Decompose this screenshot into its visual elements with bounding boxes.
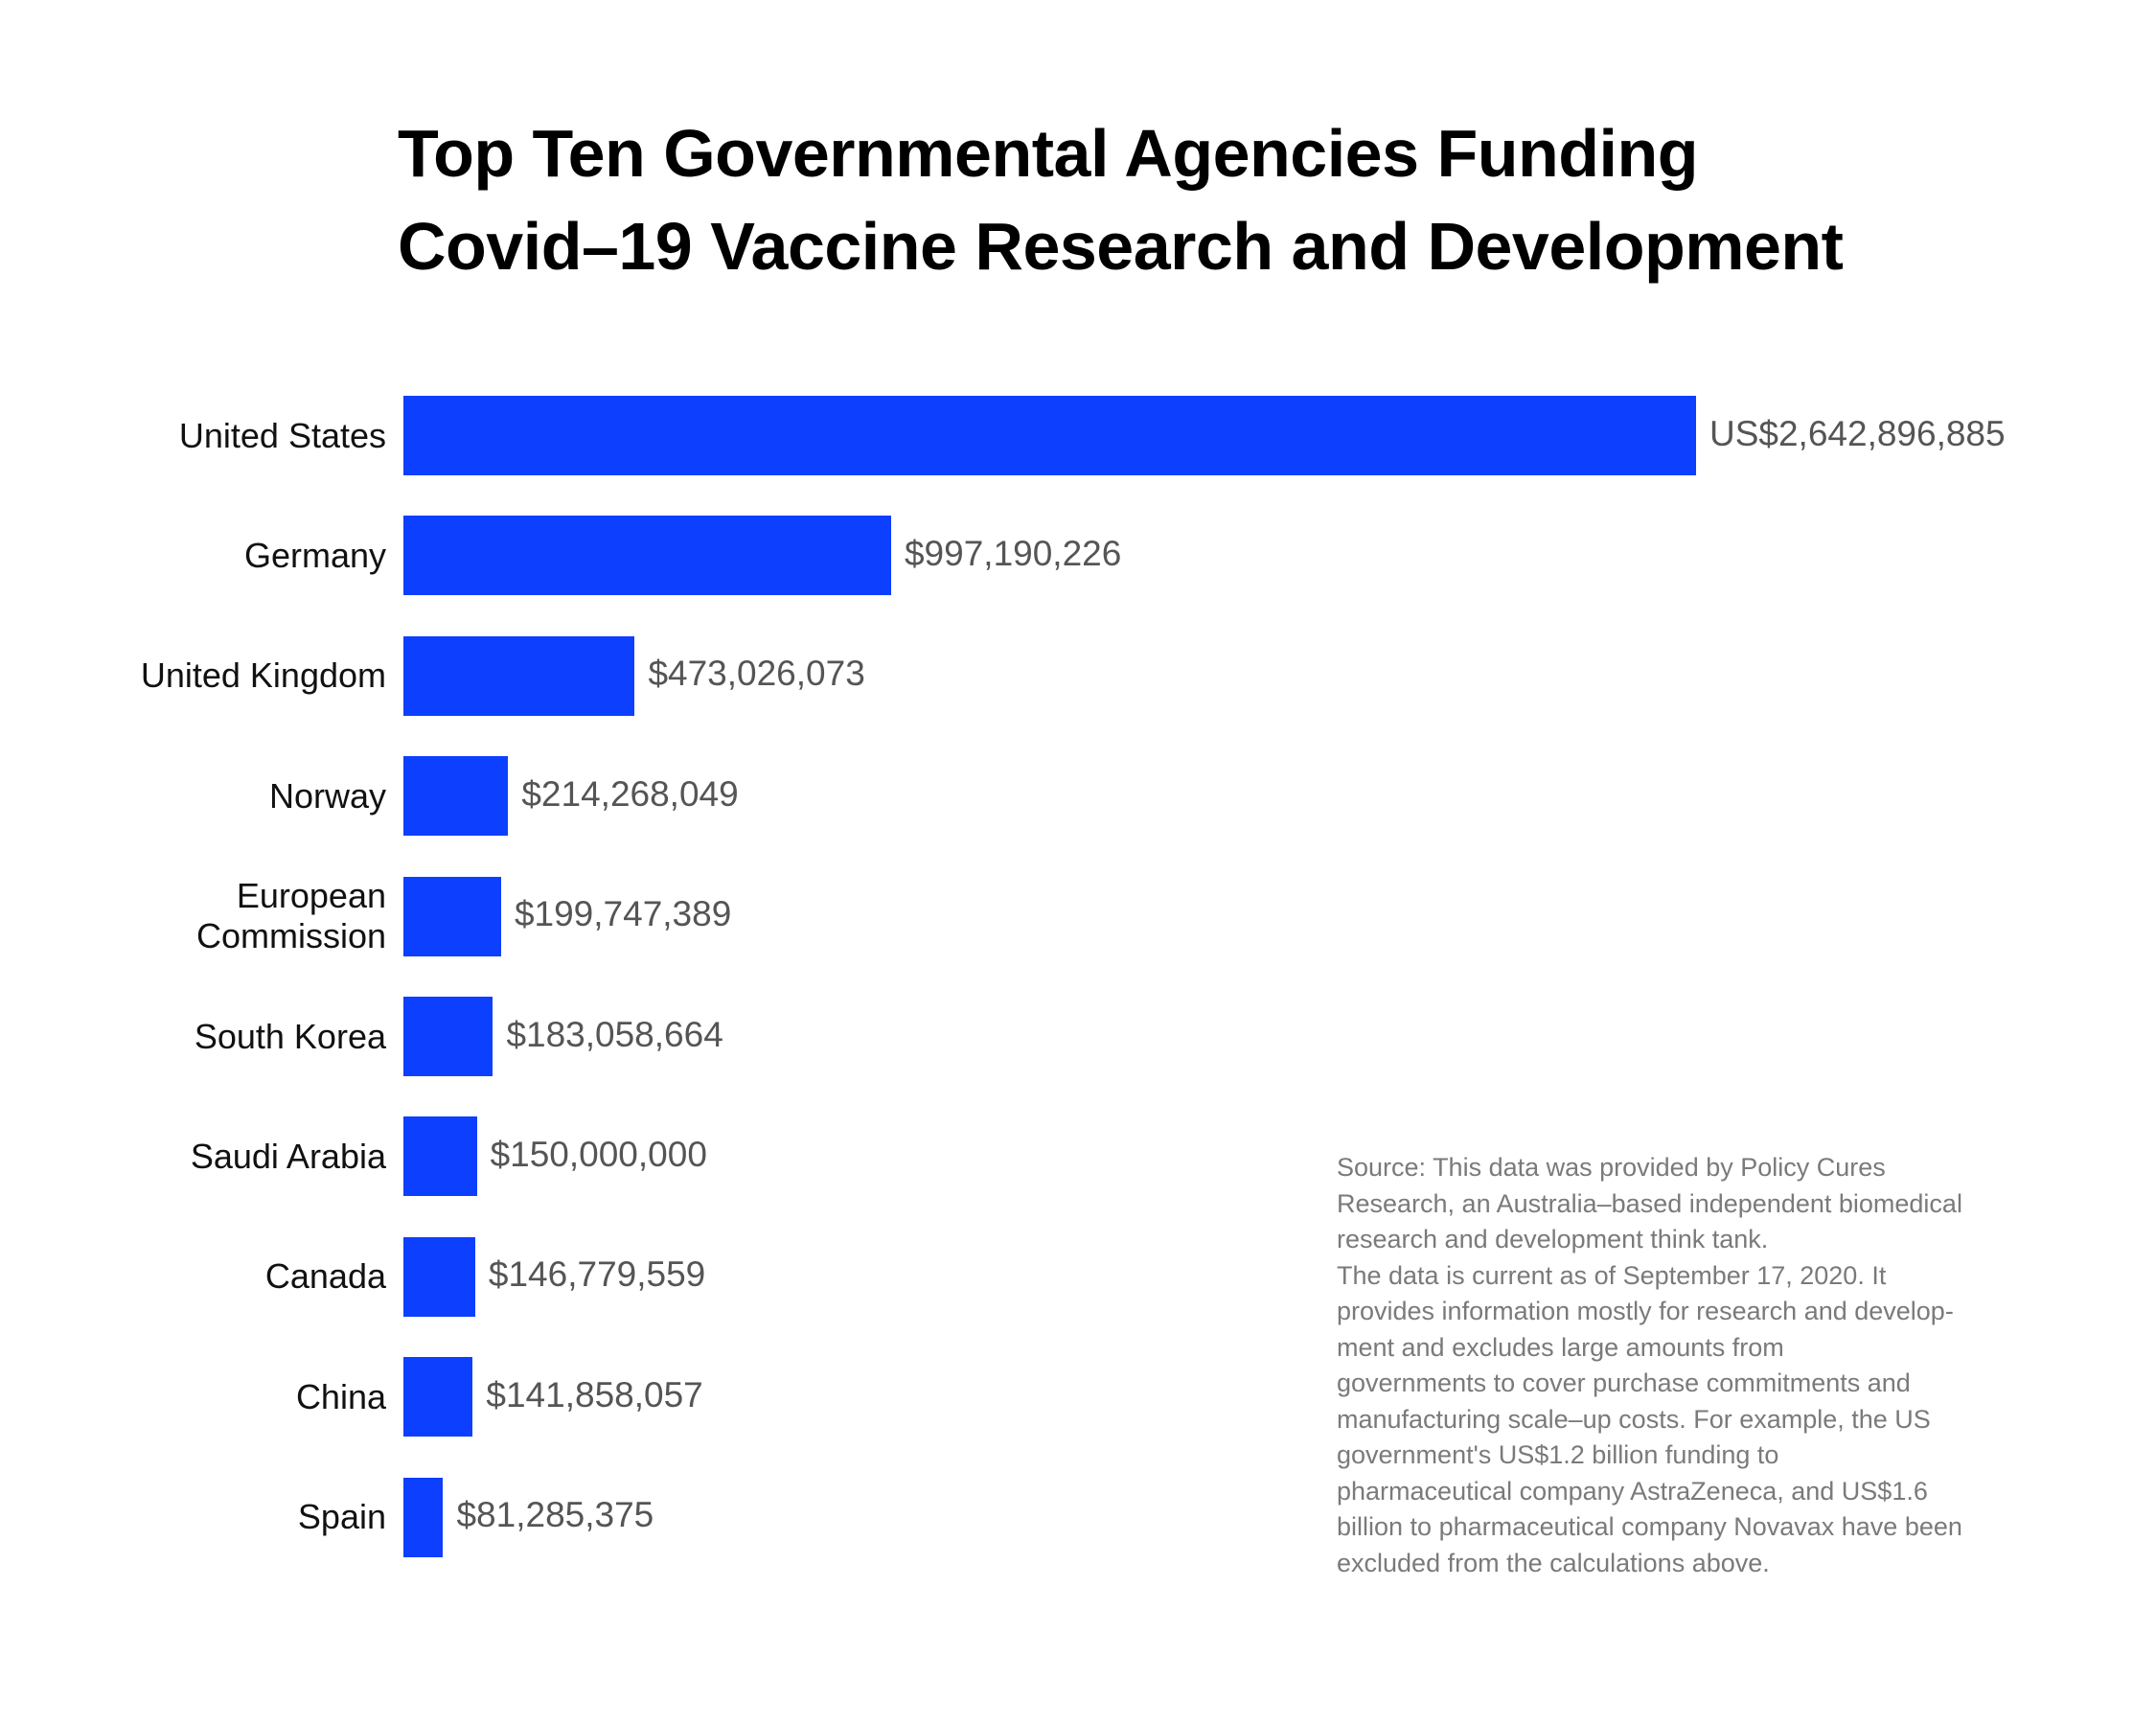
bar-united-states — [403, 396, 1696, 475]
data-label: $183,058,664 — [506, 1014, 723, 1054]
source-note-line: Research, an Australia–based independent… — [1337, 1188, 1962, 1218]
data-label: $81,285,375 — [456, 1495, 654, 1535]
category-label-line: Spain — [297, 1497, 386, 1537]
category-label: Spain — [3, 1497, 386, 1537]
source-note-line: Source: This data was provided by Policy… — [1337, 1153, 1886, 1182]
bar-canada — [403, 1236, 475, 1317]
data-label: $146,779,559 — [488, 1254, 706, 1295]
category-label-line: Commission — [195, 916, 386, 956]
source-note-line: research and development think tank. — [1337, 1225, 1769, 1254]
chart-title-line-1: Top Ten Governmental Agencies Funding — [398, 116, 1698, 191]
source-note-line: governments to cover purchase commitment… — [1337, 1368, 1911, 1397]
bar-china — [403, 1357, 473, 1438]
chart-title: Top Ten Governmental Agencies Funding Co… — [398, 107, 1844, 293]
data-label: $473,026,073 — [648, 654, 865, 694]
source-note-line: provides information mostly for research… — [1337, 1297, 1954, 1325]
bar-saudi-arabia — [403, 1116, 477, 1197]
bar-european-commission — [403, 876, 501, 956]
source-note-line: excluded from the calculations above. — [1337, 1548, 1770, 1577]
category-label: Saudi Arabia — [3, 1137, 386, 1177]
source-note: Source: This data was provided by Policy… — [1337, 1150, 1962, 1581]
category-label: Germany — [3, 536, 386, 576]
bar-south-korea — [403, 997, 493, 1076]
category-label-line: China — [295, 1376, 386, 1416]
bar-germany — [403, 516, 891, 596]
category-label: South Korea — [3, 1017, 386, 1057]
source-note-line: manufacturing scale–up costs. For exampl… — [1337, 1404, 1931, 1434]
category-label-line: United Kingdom — [140, 656, 386, 696]
category-label: United States — [3, 416, 386, 456]
bar-norway — [403, 756, 509, 837]
category-label-line: South Korea — [194, 1016, 386, 1056]
bar-spain — [403, 1477, 444, 1557]
data-label: $150,000,000 — [490, 1134, 707, 1174]
category-label-line: Saudi Arabia — [190, 1136, 386, 1176]
source-note-line: The data is current as of September 17, … — [1337, 1260, 1887, 1290]
category-label-line: Germany — [243, 535, 386, 575]
category-label: European Commission — [3, 876, 386, 956]
source-note-line: billion to pharmaceutical company Novava… — [1337, 1512, 1962, 1541]
data-label: US$2,642,896,885 — [1709, 413, 2006, 453]
data-label: $141,858,057 — [486, 1374, 703, 1414]
category-label-line: European — [236, 876, 386, 916]
data-label: $997,190,226 — [904, 533, 1122, 573]
category-label-line: United States — [178, 415, 386, 455]
source-note-line: pharmaceutical company AstraZeneca, and … — [1337, 1476, 1928, 1506]
category-label: China — [3, 1377, 386, 1417]
data-label: $199,747,389 — [514, 894, 732, 934]
category-label-line: Canada — [264, 1256, 386, 1297]
category-label-line: Norway — [268, 775, 386, 816]
bar-united-kingdom — [403, 635, 635, 716]
category-label: Norway — [3, 776, 386, 816]
source-note-line: ment and excludes large amounts from — [1337, 1332, 1784, 1362]
chart-title-line-2: Covid–19 Vaccine Research and Developmen… — [398, 209, 1844, 284]
category-label: Canada — [3, 1256, 386, 1297]
data-label: $214,268,049 — [521, 773, 739, 814]
source-note-line: government's US$1.2 billion funding to — [1337, 1440, 1779, 1469]
category-label: United Kingdom — [3, 656, 386, 696]
